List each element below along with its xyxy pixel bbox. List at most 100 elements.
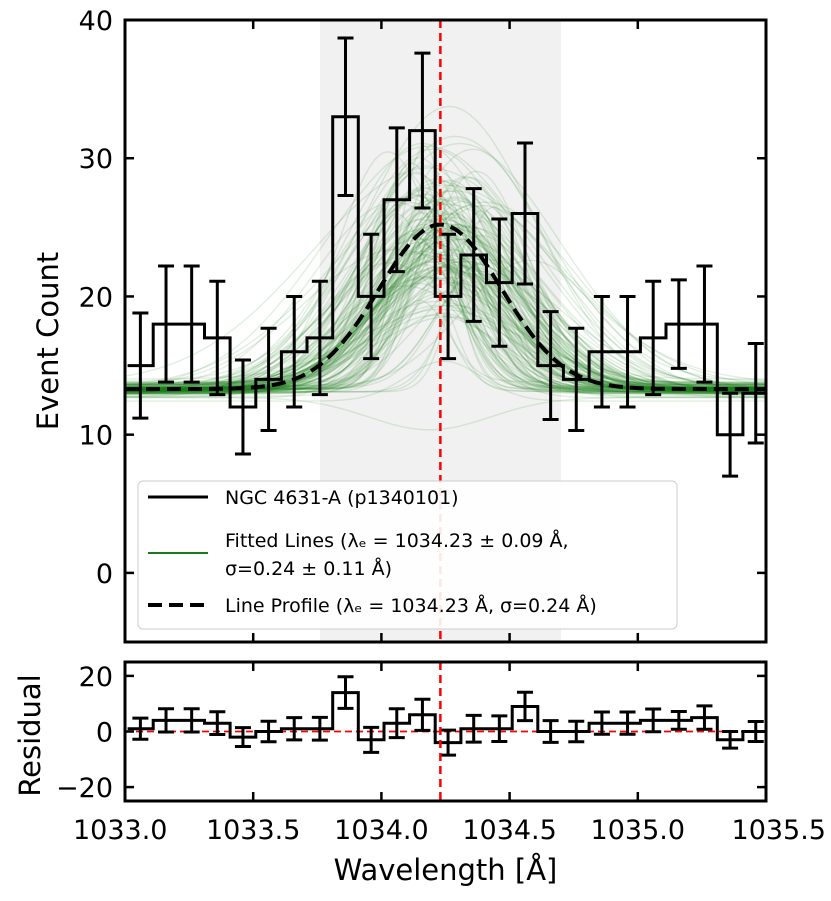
fitted-line-sample	[125, 299, 766, 383]
fitted-line-sample	[125, 224, 766, 387]
fitted-line-sample	[125, 304, 766, 384]
legend-label-profile: Line Profile (λₑ = 1034.23 Å, σ=0.24 Å)	[225, 594, 597, 617]
fitted-line-sample	[125, 229, 766, 393]
y-tick-label: 10	[79, 421, 113, 452]
fitted-line-sample	[125, 396, 766, 431]
y-tick-label: 30	[79, 144, 113, 175]
fitted-line-sample	[125, 226, 766, 385]
fitted-line-sample	[125, 205, 766, 386]
x-ticks: 1033.0 1033.5 1034.0 1034.5 1035.0 1035.5	[73, 662, 826, 846]
fitted-line-sample	[125, 180, 766, 389]
y-tick-label: 0	[96, 559, 113, 590]
fitted-line-sample	[125, 201, 767, 391]
fitted-line-sample	[125, 300, 766, 388]
fitted-line-sample	[125, 260, 766, 395]
x-tick-label: 1034.0	[334, 815, 428, 846]
residual-step-line	[127, 691, 766, 745]
fitted-line-sample	[125, 172, 766, 385]
fitted-line-sample	[125, 151, 766, 386]
fitted-line-sample	[124, 248, 766, 389]
fitted-line-sample	[125, 178, 766, 386]
legend-label-data: NGC 4631-A (p1340101)	[225, 487, 459, 509]
legend: NGC 4631-A (p1340101) Fitted Lines (λₑ =…	[137, 480, 678, 630]
fitted-line-sample	[124, 167, 767, 381]
main-panel: 0 10 20 30 40 Event Count NGC 4631-A (p13401…	[31, 6, 768, 644]
fitted-line-sample	[125, 270, 766, 387]
legend-label-fitted: Fitted Lines (λₑ = 1034.23 ± 0.09 Å,	[225, 529, 569, 552]
x-tick-label: 1033.5	[206, 815, 300, 846]
x-axis-label: Wavelength [Å]	[334, 853, 558, 887]
fitted-line-sample	[125, 205, 767, 389]
fitted-line-sample	[125, 265, 767, 394]
y-tick-label: 20	[79, 282, 113, 313]
y-tick-label: 20	[79, 662, 113, 693]
fitted-line-sample	[125, 257, 767, 388]
y-tick-label: 0	[96, 718, 113, 749]
fitted-line-sample	[124, 308, 766, 380]
fitted-line-sample	[125, 262, 766, 393]
legend-label-fitted-line2: σ=0.24 ± 0.11 Å)	[225, 557, 392, 580]
fitted-line-sample	[125, 220, 766, 393]
fitted-line-sample	[125, 200, 766, 386]
fitted-line-sample	[125, 360, 766, 402]
fitted-line-sample	[125, 261, 767, 391]
fitted-line-sample	[125, 248, 766, 394]
fitted-line-sample	[125, 265, 766, 384]
fitted-line-sample	[125, 223, 766, 385]
fitted-line-sample	[125, 203, 767, 388]
fitted-line-sample	[125, 172, 766, 392]
fitted-line-sample	[125, 219, 766, 387]
fitted-line-sample	[124, 190, 766, 395]
fitted-line-sample	[125, 204, 766, 384]
fitted-line-sample	[125, 265, 766, 393]
fitted-line-sample	[125, 267, 766, 394]
x-tick-label: 1033.0	[73, 815, 167, 846]
fitted-line-sample	[125, 164, 766, 387]
fitted-line-sample	[125, 252, 766, 386]
fitted-line-sample	[125, 276, 766, 386]
y-tick-label: 40	[79, 6, 113, 37]
fitted-line-sample	[125, 201, 766, 398]
fitted-line-sample	[125, 223, 766, 394]
fitted-line-sample	[125, 238, 766, 390]
fitted-line-sample	[125, 175, 766, 394]
fitted-line-sample	[125, 196, 766, 384]
fitted-line-sample	[125, 105, 767, 385]
fitted-line-sample	[125, 234, 766, 392]
fitted-line-sample	[125, 235, 766, 390]
main-x-ticks	[123, 20, 768, 642]
spectrum-step-line	[127, 115, 766, 437]
fitted-line-sample	[125, 316, 766, 386]
fitted-line-sample	[125, 206, 766, 393]
line-profile-curve	[125, 222, 766, 392]
fitted-line-sample	[125, 275, 766, 392]
fitted-line-sample	[125, 199, 766, 394]
spectrum-errorbars	[132, 36, 764, 478]
main-y-ticks: 0 10 20 30 40	[79, 6, 766, 590]
fitted-line-sample	[125, 209, 766, 393]
x-tick-label: 1035.5	[732, 815, 826, 846]
fitted-line-sample	[125, 224, 766, 397]
legend-box	[137, 480, 678, 630]
residual-errorbars	[132, 675, 764, 757]
fitted-line-sample	[125, 213, 766, 393]
y-tick-label: −20	[56, 773, 113, 804]
fitted-line-sample	[125, 277, 766, 389]
main-axes-frame	[123, 18, 768, 644]
x-tick-label: 1035.0	[591, 815, 685, 846]
fitted-line-sample	[125, 256, 766, 394]
fitted-line-sample	[125, 234, 766, 395]
y-axis-label: Event Count	[31, 252, 65, 430]
residual-y-ticks: −20 0 20	[56, 662, 766, 804]
fitted-line-sample	[125, 209, 766, 393]
fitted-line-sample	[125, 264, 766, 399]
residual-y-axis-label: Residual	[13, 674, 47, 796]
fitted-line-sample	[125, 312, 766, 393]
fitted-line-sample	[124, 184, 767, 386]
x-tick-label: 1034.5	[462, 815, 556, 846]
fitted-line-sample	[124, 145, 767, 390]
fitted-line-sample	[124, 142, 767, 391]
fitted-line-sample	[125, 135, 767, 382]
